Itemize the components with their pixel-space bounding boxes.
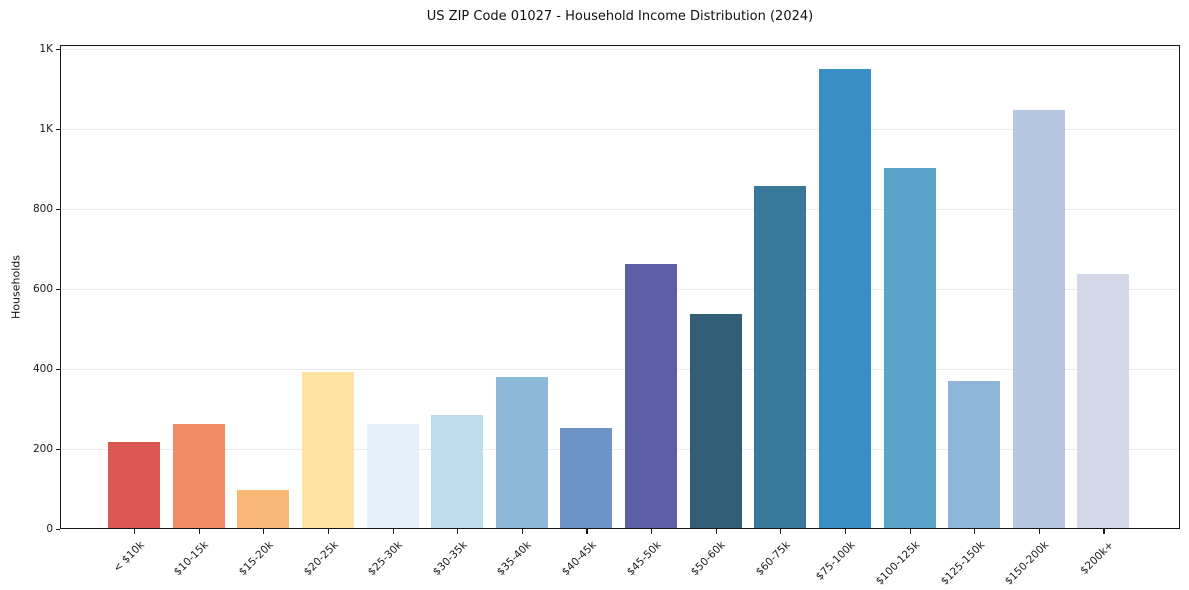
gridline: [60, 49, 1180, 50]
y-tick-mark: [56, 449, 60, 451]
y-tick-label: 1K: [39, 123, 53, 135]
x-tick-mark: [780, 529, 782, 534]
x-tick-label-text: $75-100k: [813, 539, 858, 583]
x-tick-label-text: $20-25k: [301, 539, 341, 579]
x-tick-mark: [1038, 529, 1040, 534]
y-tick-label: 600: [32, 283, 53, 295]
x-tick-label-text: $100-125k: [873, 539, 923, 588]
bar: [172, 424, 225, 529]
y-tick-mark: [56, 529, 60, 531]
bar: [237, 490, 290, 529]
bar: [366, 424, 419, 529]
bar: [689, 314, 742, 529]
y-tick-mark: [56, 369, 60, 371]
x-tick-mark: [715, 529, 717, 534]
y-tick-mark: [56, 209, 60, 211]
y-tick-mark: [56, 49, 60, 51]
x-tick-mark: [909, 529, 911, 534]
bar: [948, 381, 1001, 529]
x-tick-label-text: $25-30k: [365, 539, 406, 579]
x-tick-label-text: $60-75k: [753, 539, 793, 579]
y-tick-label: 800: [32, 203, 53, 215]
y-tick-mark: [56, 129, 60, 131]
x-tick-label-text: $40-45k: [559, 539, 599, 579]
x-tick-mark: [586, 529, 588, 534]
x-tick-label-text: $30-35k: [430, 539, 470, 579]
bar: [1077, 274, 1130, 529]
x-tick-label-text: $35-40k: [495, 539, 535, 579]
bar: [818, 69, 871, 529]
bar: [431, 415, 484, 529]
x-tick-mark: [263, 529, 265, 534]
y-tick-mark: [56, 289, 60, 291]
x-tick-label-text: $200k+: [1078, 539, 1116, 577]
y-tick-label: 0: [46, 523, 53, 535]
chart-title: US ZIP Code 01027 - Household Income Dis…: [426, 9, 814, 24]
x-tick-mark: [392, 529, 394, 534]
bar: [495, 377, 548, 529]
bar: [883, 168, 936, 529]
x-tick-label-text: $45-50k: [624, 539, 664, 579]
bar: [1012, 110, 1065, 529]
x-tick-mark: [327, 529, 330, 534]
x-tick-label-text: < $10k: [110, 539, 147, 575]
x-tick-label-text: $50-60k: [689, 539, 729, 579]
bar: [625, 264, 678, 529]
x-tick-mark: [651, 529, 653, 534]
x-tick-mark: [974, 529, 976, 534]
x-tick-label-text: $150-200k: [1002, 539, 1052, 588]
x-tick-label-text: $15-20k: [236, 539, 276, 579]
y-tick-label: 200: [32, 443, 53, 455]
x-tick-mark: [521, 529, 523, 534]
x-tick-mark: [457, 529, 459, 534]
x-tick-label-text: $125-150k: [938, 539, 987, 588]
bar: [560, 428, 613, 529]
x-tick-mark: [134, 529, 136, 534]
y-tick-label: 1K: [39, 43, 53, 55]
x-tick-label-text: $10-15k: [172, 539, 212, 579]
x-tick-mark: [1103, 529, 1105, 534]
x-tick-mark: [198, 529, 200, 534]
bar: [301, 372, 354, 529]
bar: [754, 186, 807, 529]
y-tick-label: 400: [32, 363, 53, 375]
bar: [108, 442, 160, 529]
x-tick-mark: [844, 529, 847, 534]
